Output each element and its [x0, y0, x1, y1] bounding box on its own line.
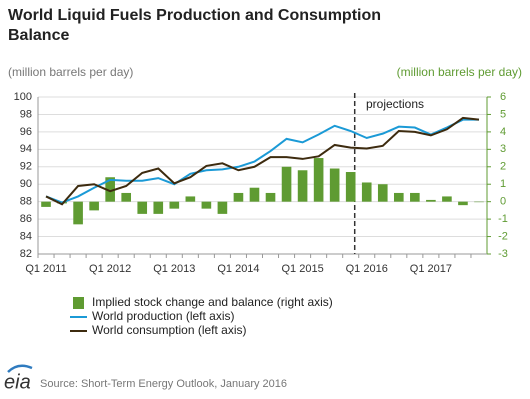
bar [377, 184, 388, 202]
x-tick-label: Q1 2011 [25, 263, 66, 275]
bar [458, 201, 468, 206]
y2-tick-label: 0 [500, 196, 506, 208]
x-tick-label: Q1 2015 [281, 263, 323, 275]
y-tick-label: 84 [20, 230, 32, 242]
bar [329, 168, 340, 202]
bar [474, 201, 484, 203]
bar [410, 192, 420, 202]
source: Source: Short-Term Energy Outlook, Janua… [40, 378, 287, 390]
bar [73, 201, 83, 225]
y2-tick-label: -1 [498, 213, 508, 225]
legend-swatch [73, 297, 84, 309]
y2-tick-label: 6 [500, 91, 506, 103]
chart-title: World Liquid Fuels Production and Consum… [8, 7, 382, 44]
y-axis-label: (million barrels per day) [8, 65, 133, 79]
y-tick-label: 82 [20, 248, 32, 260]
y-tick-label: 92 [20, 161, 32, 173]
bar [201, 201, 212, 209]
y2-tick-label: -2 [498, 230, 508, 242]
legend: Implied stock change and balance (right … [70, 295, 333, 337]
y-tick-label: 86 [20, 213, 32, 225]
y2-tick-label: 3 [500, 143, 506, 155]
y-tick-label: 96 [20, 126, 32, 138]
y2-tick-label: 1 [500, 178, 506, 190]
bar [426, 199, 436, 202]
bar [169, 201, 180, 209]
bar [137, 201, 148, 214]
bar [217, 201, 228, 214]
y-tick-label: 94 [20, 143, 32, 155]
bar [153, 201, 164, 214]
bar [233, 192, 244, 202]
y-tick-label: 98 [20, 108, 32, 120]
bar [249, 187, 260, 202]
svg-text:eia: eia [4, 371, 31, 393]
bar [105, 177, 115, 202]
legend-label: World production (left axis) [92, 309, 235, 323]
bar [393, 192, 404, 202]
bar [361, 182, 372, 202]
line [45, 118, 479, 204]
bar [281, 166, 292, 202]
x-tick-label: Q1 2016 [346, 263, 388, 275]
y-tick-label: 90 [20, 178, 32, 190]
y2-tick-label: 5 [500, 108, 506, 120]
y2-tick-label: 4 [500, 126, 506, 138]
annotation: projections [366, 97, 424, 111]
y-tick-label: 100 [14, 91, 32, 103]
bar [41, 201, 51, 207]
x-tick-label: Q1 2012 [89, 263, 131, 275]
y2-tick-label: 2 [500, 161, 506, 173]
legend-label: World consumption (left axis) [92, 323, 247, 337]
bar [185, 196, 196, 202]
y-tick-label: 88 [20, 196, 32, 208]
y2-axis-label: (million barrels per day) [397, 65, 522, 79]
y2-tick-label: -3 [498, 248, 508, 260]
bar [121, 192, 132, 202]
bar [313, 158, 324, 202]
eia-logo: eia [4, 364, 33, 393]
legend-label: Implied stock change and balance (right … [92, 295, 333, 309]
x-tick-label: Q1 2017 [410, 263, 452, 275]
line [45, 116, 480, 206]
bar [89, 201, 99, 211]
bar [442, 196, 452, 202]
bar [345, 172, 356, 202]
bar [297, 170, 308, 202]
x-tick-label: Q1 2014 [217, 263, 259, 275]
bar [265, 192, 276, 202]
x-tick-label: Q1 2013 [153, 263, 195, 275]
